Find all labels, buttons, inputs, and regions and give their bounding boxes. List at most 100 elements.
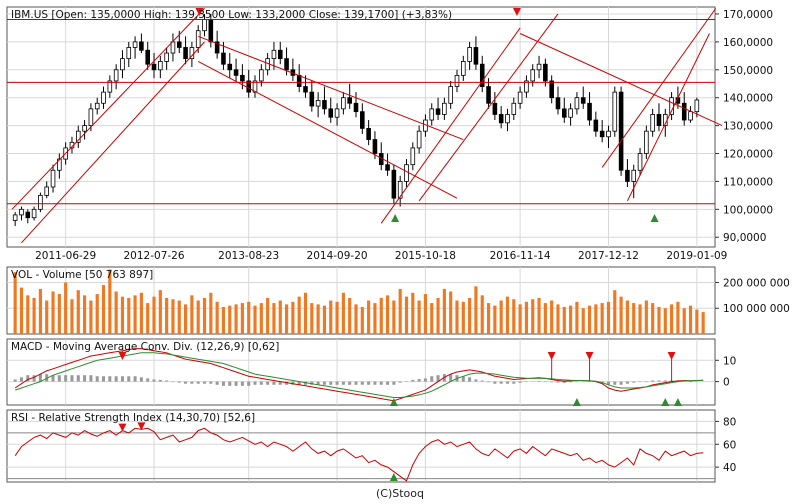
macd-histogram-bar (575, 382, 578, 383)
candle-body (626, 170, 630, 181)
candle-body (146, 50, 150, 64)
candle-body (417, 131, 421, 148)
candle-body (304, 87, 308, 93)
volume-bar (260, 303, 263, 334)
candle-body (51, 170, 55, 187)
volume-bar (342, 293, 345, 334)
candle-body (203, 20, 207, 31)
y-tick-label: 100 000 000 (723, 303, 790, 315)
volume-bar (544, 303, 547, 334)
volume-bar (33, 298, 36, 334)
candle-body (468, 47, 472, 61)
candle-body (575, 98, 579, 109)
candle-body (297, 75, 301, 86)
macd-histogram-bar (481, 381, 484, 382)
candle-body (600, 131, 604, 137)
macd-histogram-bar (64, 375, 67, 381)
x-tick-label: 2011-06-29 (35, 250, 96, 262)
candle-body (442, 103, 446, 114)
volume-bar (651, 303, 654, 334)
candle-body (474, 47, 478, 64)
candle-body (695, 100, 699, 112)
macd-histogram-bar (519, 382, 522, 383)
volume-bar (620, 297, 623, 334)
volume-bar (102, 285, 105, 334)
candle-body (550, 81, 554, 98)
macd-histogram-bar (254, 382, 257, 385)
y-tick-label: 150,0000 (723, 65, 773, 77)
volume-bar (380, 298, 383, 334)
x-tick-label: 2016-11-14 (490, 250, 551, 262)
volume-bar (253, 306, 256, 334)
macd-histogram-bar (89, 375, 92, 381)
volume-bar (165, 298, 168, 334)
volume-bar (20, 288, 23, 334)
macd-histogram-bar (39, 374, 42, 381)
candle-body (651, 114, 655, 131)
volume-bar (329, 301, 332, 335)
macd-histogram-bar (159, 380, 162, 382)
volume-bar (556, 304, 559, 334)
candle-body (430, 109, 434, 120)
volume-bar (519, 304, 522, 334)
macd-histogram-bar (632, 382, 635, 383)
candle-body (354, 103, 358, 111)
volume-bar (418, 301, 421, 335)
macd-histogram-bar (645, 382, 648, 383)
volume-bar (241, 303, 244, 334)
volume-bar (171, 299, 174, 334)
macd-histogram-bar (361, 382, 364, 385)
macd-histogram-bar (342, 382, 345, 385)
volume-bar (455, 301, 458, 335)
macd-histogram-bar (355, 382, 358, 385)
macd-histogram-bar (487, 382, 490, 383)
candle-body (209, 20, 213, 42)
volume-bar (96, 294, 99, 334)
volume-bar (140, 293, 143, 334)
macd-histogram-bar (272, 382, 275, 385)
volume-bar (127, 298, 130, 334)
candle-body (644, 131, 648, 153)
candle-body (360, 112, 364, 129)
candle-body (196, 31, 200, 48)
candle-body (638, 154, 642, 171)
panel-title: IBM.US [Open: 135,0000 High: 139,3500 Lo… (11, 9, 452, 21)
candle-body (341, 98, 345, 109)
candle-body (512, 103, 516, 114)
macd-histogram-bar (449, 374, 452, 381)
candle-body (367, 128, 371, 139)
candle-body (240, 75, 244, 81)
volume-bar (190, 295, 193, 334)
candle-body (607, 131, 611, 137)
candle-body (562, 109, 566, 117)
volume-bar (506, 297, 509, 334)
macd-histogram-bar (336, 382, 339, 385)
macd-histogram-bar (626, 382, 629, 384)
y-tick-label: 120,0000 (723, 149, 773, 161)
macd-histogram-bar (20, 377, 23, 381)
macd-histogram-bar (184, 382, 187, 384)
volume-bar (323, 306, 326, 334)
volume-bar (184, 304, 187, 334)
macd-histogram-bar (544, 382, 547, 383)
volume-bar (474, 286, 477, 334)
macd-histogram-bar (538, 381, 541, 382)
volume-bar (152, 297, 155, 334)
volume-bar (209, 293, 212, 334)
macd-histogram-bar (430, 376, 433, 381)
macd-histogram-bar (140, 377, 143, 381)
volume-bar (512, 299, 515, 334)
macd-histogram-bar (582, 382, 585, 383)
volume-bar (575, 302, 578, 334)
macd-histogram-bar (506, 382, 509, 384)
volume-bar (77, 290, 80, 334)
candle-body (329, 109, 333, 117)
macd-histogram-bar (33, 375, 36, 381)
candle-body (228, 64, 232, 70)
y-tick-label: 0 (723, 377, 730, 389)
volume-bar (411, 293, 414, 334)
